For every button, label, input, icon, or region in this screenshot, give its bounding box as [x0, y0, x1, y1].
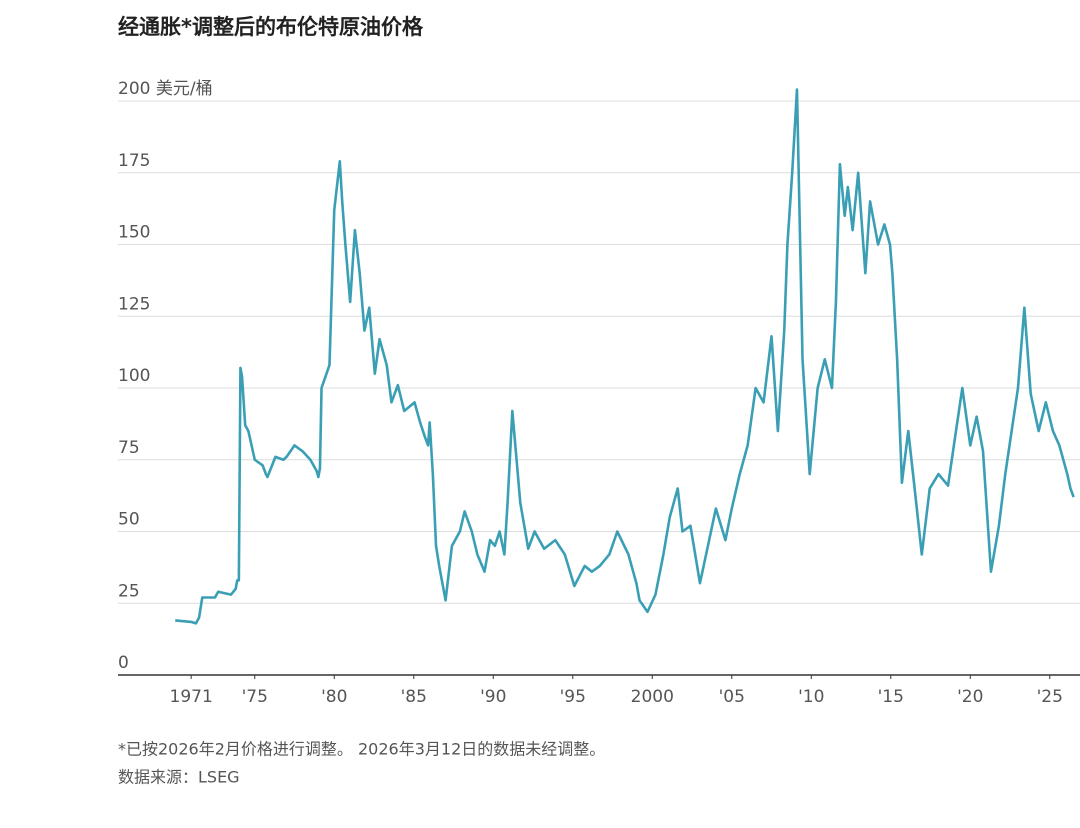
- x-tick-label: '05: [719, 687, 745, 707]
- y-tick-label: 100: [118, 366, 150, 386]
- x-tick-label: '85: [401, 687, 427, 707]
- footnote: *已按2026年2月价格进行调整。 2026年3月12日的数据未经调整。: [118, 740, 605, 759]
- x-tick-label: '80: [321, 687, 347, 707]
- x-tick-label: 1971: [170, 687, 213, 707]
- x-tick-label: '95: [560, 687, 586, 707]
- y-tick-label: 75: [118, 438, 140, 458]
- y-tick-label: 50: [118, 510, 140, 530]
- y-tick-label: 175: [118, 151, 150, 171]
- x-tick-label: '90: [480, 687, 506, 707]
- y-tick-label: 125: [118, 294, 150, 314]
- price-line: [175, 88, 1075, 625]
- y-tick-label: 150: [118, 223, 150, 243]
- x-tick-label: '75: [242, 687, 268, 707]
- x-tick-label: '15: [878, 687, 904, 707]
- y-tick-label: 0: [118, 653, 129, 673]
- x-tick-label: '25: [1037, 687, 1063, 707]
- x-tick-label: 2000: [631, 687, 674, 707]
- source: 数据来源：LSEG: [118, 768, 240, 787]
- x-tick-label: '10: [798, 687, 824, 707]
- y-tick-label: 200 美元/桶: [118, 79, 213, 99]
- x-tick-label: '20: [957, 687, 983, 707]
- chart-title: 经通胀*调整后的布伦特原油价格: [118, 15, 424, 39]
- y-tick-label: 25: [118, 581, 140, 601]
